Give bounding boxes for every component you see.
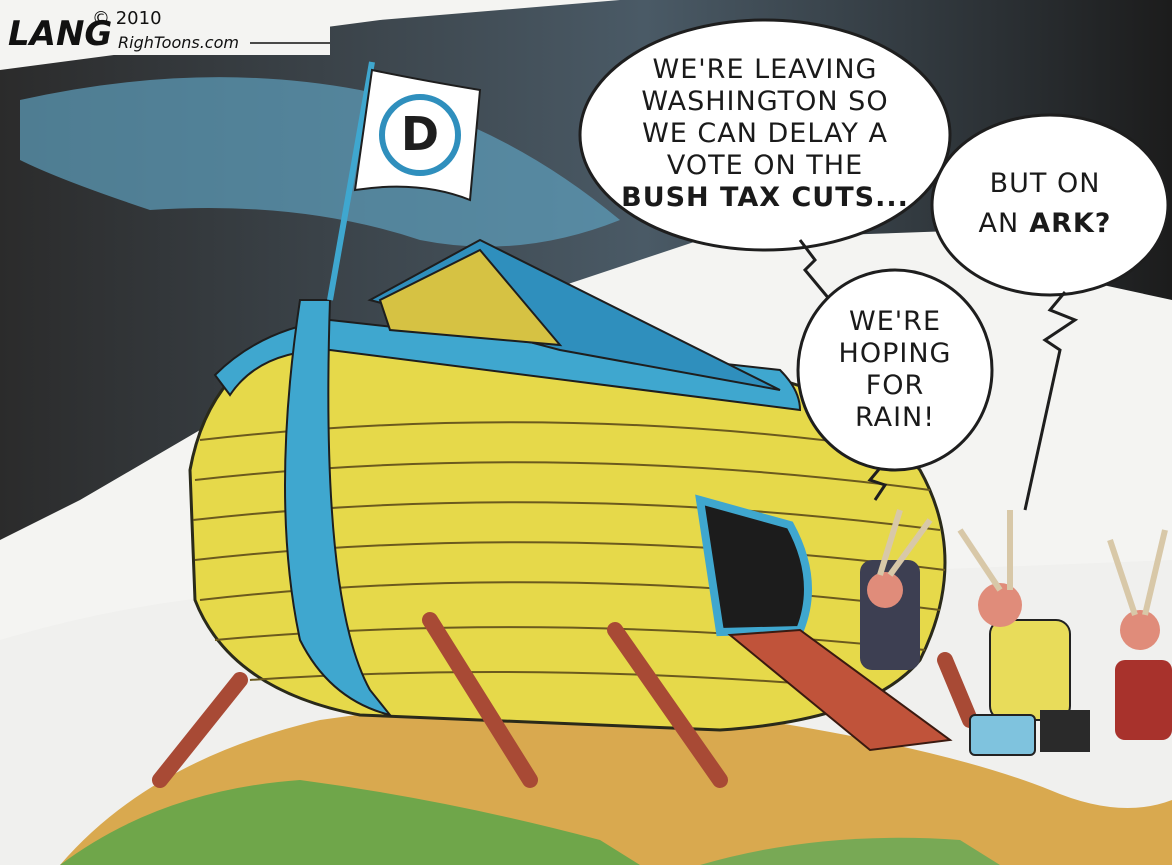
bubble-line: FOR <box>866 370 925 401</box>
donkey-1 <box>860 509 933 670</box>
flag <box>353 68 482 202</box>
ark-supports <box>152 612 978 788</box>
bubble-word: AN <box>979 208 1020 239</box>
bubble-line: AN ARK? <box>979 208 1112 239</box>
bubble-line: BUT ON <box>990 168 1101 199</box>
bubble-tail <box>798 239 832 301</box>
copyright: © 2010 <box>92 8 162 29</box>
bubble-ark <box>930 113 1170 297</box>
bubble-line: VOTE ON THE <box>667 150 863 181</box>
flag-label: D <box>401 107 439 161</box>
bubble-rain <box>796 268 994 472</box>
bubble-leaving-text: WE'RE LEAVING WASHINGTON SO WE CAN DELAY… <box>621 54 909 213</box>
bubble-line: RAIN! <box>855 402 935 433</box>
ramp <box>727 628 953 752</box>
site: RighToons.com <box>118 33 239 52</box>
speech-bubbles <box>578 18 1170 511</box>
flag-emblem <box>379 94 461 176</box>
bubble-leaving <box>578 18 952 252</box>
grass <box>60 780 640 865</box>
blue-sky <box>20 77 620 247</box>
ark-prow <box>284 299 393 717</box>
flag-pole <box>327 61 375 301</box>
bubble-tail <box>867 467 888 501</box>
bubble-line: WE'RE LEAVING <box>653 54 878 85</box>
bubble-line: WE'RE <box>849 306 941 337</box>
bubble-line: WASHINGTON SO <box>641 86 888 117</box>
bubble-line: WE CAN DELAY A <box>642 118 888 149</box>
bubble-tail <box>1023 291 1079 511</box>
donkey-3 <box>1107 529 1172 740</box>
bubble-rain-text: WE'RE HOPING FOR RAIN! <box>839 306 952 433</box>
bubble-word: ARK? <box>1029 208 1111 239</box>
signature: LANG <box>8 14 112 54</box>
bubble-ark-text: BUT ON AN ARK? <box>979 168 1112 239</box>
ark-rim <box>213 318 802 412</box>
grass <box>700 837 1000 865</box>
bubble-line: HOPING <box>839 338 952 369</box>
bubble-line: BUSH TAX CUTS... <box>621 182 909 213</box>
ark-cabin <box>378 248 563 347</box>
credit-area <box>0 0 330 55</box>
donkey-2 <box>957 510 1090 756</box>
